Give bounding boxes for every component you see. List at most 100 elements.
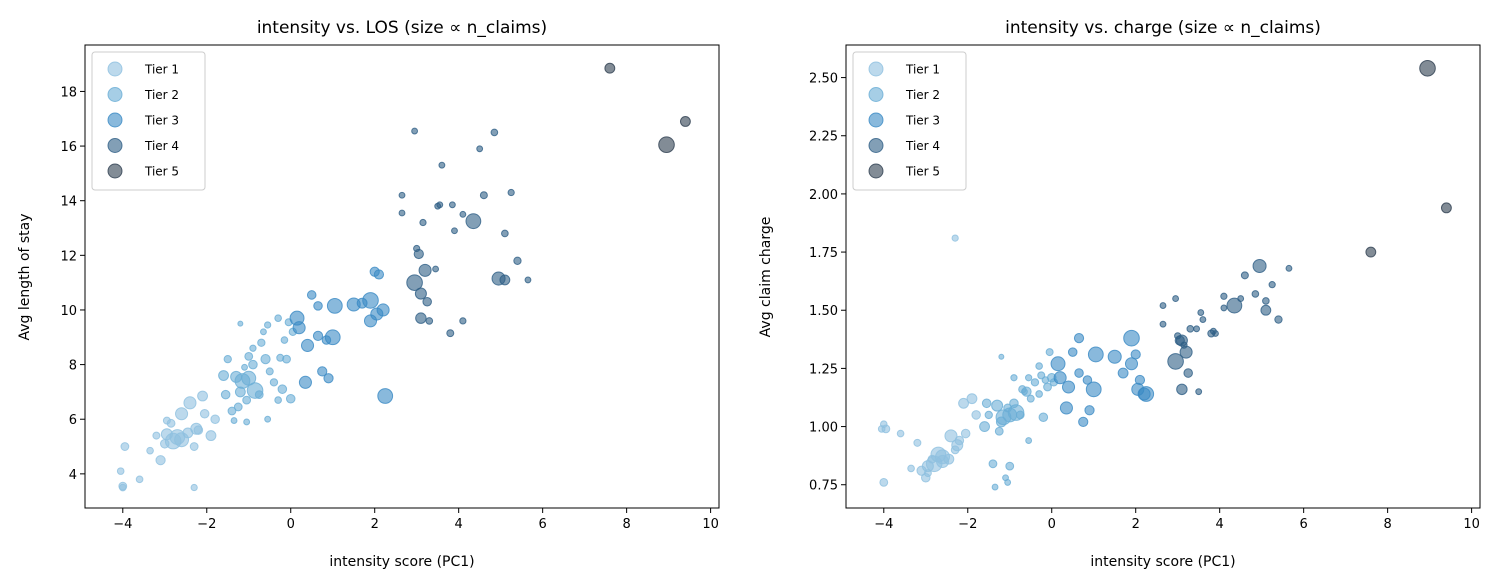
- y-tick-label: 1.75: [809, 246, 838, 261]
- axes-frame: [84, 44, 720, 509]
- data-point-tier-2: [227, 406, 237, 416]
- left-chart-title: intensity vs. LOS (size ∝ n_claims): [257, 18, 547, 38]
- data-point-tier-3: [1084, 405, 1095, 416]
- data-point-tier-2: [285, 393, 296, 404]
- x-tick-label: −4: [113, 517, 132, 532]
- data-point-tier-3: [1073, 333, 1085, 344]
- data-point-tier-1: [210, 414, 220, 424]
- legend: Tier 1 Tier 2 Tier 3 Tier 4 Tier 5: [91, 51, 206, 191]
- legend-label: Tier 1: [144, 63, 179, 77]
- y-tick-label: 2.50: [809, 72, 838, 87]
- data-point-tier-3: [1074, 368, 1084, 378]
- data-point-tier-3: [356, 297, 368, 309]
- legend-label: Tier 4: [905, 139, 940, 153]
- y-tick-label: 2.25: [809, 130, 838, 145]
- legend-marker-tier-1: [868, 61, 884, 77]
- data-point-tier-3: [1130, 349, 1141, 360]
- data-point-tier-1: [152, 431, 161, 440]
- data-point-tier-2: [237, 320, 244, 327]
- data-point-tier-4: [438, 161, 446, 169]
- data-point-tier-2: [1010, 374, 1018, 382]
- data-point-tier-2: [220, 389, 231, 400]
- data-point-tier-2: [1021, 388, 1028, 396]
- data-point-tier-2: [998, 353, 1005, 360]
- data-point-tier-3: [323, 373, 334, 384]
- data-point-tier-3: [373, 269, 385, 280]
- x-tick-label: 8: [622, 517, 630, 532]
- right-x-axis-label: intensity score (PC1): [1090, 554, 1235, 570]
- data-point-tier-3: [1053, 371, 1067, 385]
- data-point-tier-4: [1226, 297, 1243, 314]
- data-point-tier-4: [476, 145, 484, 153]
- legend-marker-tier-3: [107, 112, 123, 128]
- data-point-tier-3: [312, 330, 324, 342]
- data-point-tier-4: [415, 312, 427, 324]
- data-point-tier-4: [406, 274, 423, 291]
- y-tick-label: 6: [69, 413, 77, 428]
- data-point-tier-4: [465, 213, 482, 230]
- data-point-tier-5: [658, 136, 675, 154]
- data-point-tier-4: [499, 274, 511, 286]
- data-point-tier-4: [1167, 353, 1184, 370]
- data-point-tier-3: [1138, 386, 1155, 402]
- right-scatter-plot: intensity vs. charge (size ∝ n_claims) i…: [758, 18, 1481, 570]
- data-point-tier-4: [419, 218, 427, 227]
- legend-marker-tier-2: [107, 87, 123, 102]
- data-point-tier-1: [162, 416, 171, 425]
- points: [877, 59, 1452, 491]
- data-point-tier-2: [1025, 374, 1033, 382]
- left-x-axis-label: intensity score (PC1): [329, 554, 474, 570]
- data-point-tier-4: [1195, 388, 1203, 396]
- data-point-tier-2: [274, 396, 282, 404]
- data-point-tier-1: [944, 429, 958, 443]
- legend-label: Tier 2: [905, 88, 940, 102]
- data-point-tier-2: [257, 338, 266, 347]
- legend-marker-tier-4: [107, 138, 123, 153]
- data-point-tier-4: [1220, 304, 1228, 312]
- data-point-tier-1: [118, 483, 127, 492]
- data-point-tier-5: [679, 116, 691, 127]
- data-point-tier-2: [1026, 394, 1035, 403]
- right-chart-title: intensity vs. charge (size ∝ n_claims): [1005, 18, 1321, 38]
- data-point-tier-5: [1419, 59, 1436, 77]
- data-point-tier-4: [1220, 292, 1228, 300]
- data-point-tier-4: [1274, 315, 1283, 324]
- x-tick-label: −2: [197, 517, 216, 532]
- data-point-tier-2: [1035, 362, 1043, 370]
- legend-label: Tier 5: [144, 165, 179, 179]
- data-point-tier-3: [1124, 357, 1139, 371]
- y-tick-label: 0.75: [809, 479, 838, 494]
- data-point-tier-4: [1183, 368, 1193, 378]
- data-point-tier-4: [451, 227, 458, 235]
- data-point-tier-2: [234, 373, 251, 389]
- data-point-tier-4: [1285, 264, 1293, 272]
- data-point-tier-5: [1365, 246, 1377, 258]
- data-point-tier-2: [277, 384, 288, 394]
- data-point-tier-4: [1260, 304, 1272, 316]
- data-point-tier-4: [1193, 325, 1201, 333]
- data-point-tier-1: [913, 438, 922, 447]
- data-point-tier-1: [205, 430, 217, 442]
- x-tick-label: 4: [1216, 517, 1224, 532]
- legend-marker-tier-4: [868, 138, 884, 153]
- data-point-tier-4: [425, 317, 434, 325]
- data-point-tier-4: [1176, 383, 1188, 396]
- data-point-tier-4: [446, 329, 455, 338]
- data-point-tier-3: [313, 301, 323, 311]
- legend-marker-tier-1: [107, 61, 123, 77]
- y-tick-label: 2.00: [809, 188, 838, 203]
- data-point-tier-3: [1085, 381, 1102, 398]
- data-point-tier-3: [1050, 356, 1066, 372]
- data-point-tier-4: [1179, 345, 1193, 359]
- y-tick-label: 1.00: [809, 421, 838, 436]
- y-tick-label: 12: [60, 249, 77, 264]
- legend-label: Tier 5: [905, 165, 940, 179]
- data-point-tier-3: [324, 329, 341, 346]
- data-point-tier-4: [422, 296, 432, 307]
- legend-label: Tier 4: [144, 139, 179, 153]
- data-point-tier-2: [248, 359, 258, 370]
- data-point-tier-1: [966, 393, 978, 405]
- data-point-tier-2: [988, 459, 998, 469]
- data-point-tier-1: [907, 464, 915, 473]
- data-point-tier-3: [326, 297, 343, 314]
